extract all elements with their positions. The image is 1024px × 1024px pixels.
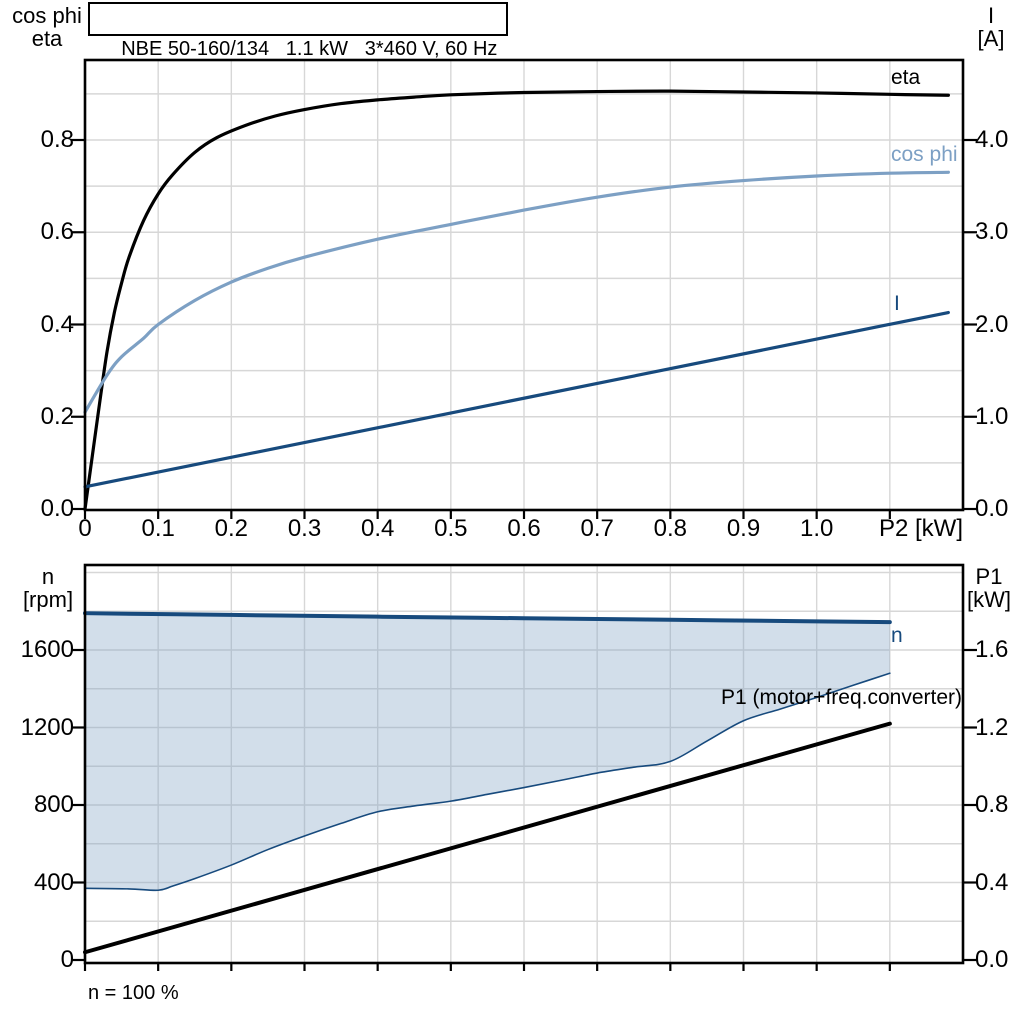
chart-title: NBE 50-160/134 1.1 kW 3*460 V, 60 Hz [121,38,498,60]
x-tick-label: 0.9 [726,515,761,542]
x-tick-label: 0.6 [507,515,541,542]
y-tick-label-left: 1600 [20,636,74,663]
x-tick-label: 0.2 [214,515,249,542]
x-tick-label: 0.4 [360,515,395,542]
y-tick-label-right: 0.0 [975,495,1009,522]
bottom-curve-min-speed-boundary [84,672,891,892]
top-curve-eta [83,89,950,511]
y-tick-label-left: 0.0 [40,495,74,522]
y-tick-label-left: 0.4 [40,310,74,338]
top-left-axis-header: cos phi eta [4,4,90,50]
top-curve-cos phi [83,170,950,414]
top-right-axis-header: I [A] [960,4,1022,50]
top-curve-I [83,310,950,489]
y-tick-label-left: 0.2 [40,402,74,430]
x-axis-unit-label: P2 [kW] [878,515,963,542]
y-tick-label-left: 1200 [20,713,74,741]
y-tick-label-left: 0.8 [40,126,74,153]
y-tick-label-right: 1.6 [975,636,1009,663]
y-tick-label-right: 1.2 [975,713,1009,741]
eta-curve-label: eta [891,66,921,89]
x-tick-label: 0.3 [287,515,322,542]
x-tick-label: 0.8 [653,515,688,542]
y-tick-label-right: 1.0 [975,402,1009,430]
speed-caption: n = 100 % [88,982,179,1004]
axis-header-speed: n [41,564,55,589]
axis-header-current-unit: [A] [977,26,1005,51]
y-tick-label-left: 0.6 [40,218,74,246]
axis-header-speed-unit: [rpm] [22,587,74,612]
bottom-curve-n [83,611,892,625]
axis-header-eta: eta [31,26,63,51]
x-tick-label: 0.1 [141,515,175,542]
x-tick-label: 0 [78,515,92,542]
p1-curve-label: P1 (motor+freq.converter) [720,686,962,709]
axis-header-current: I [987,3,995,28]
y-tick-label-left: 0 [60,946,74,973]
y-tick-label-right: 2.0 [975,310,1009,338]
y-tick-label-right: 4.0 [975,126,1009,153]
speed-curve-label: n [891,624,903,647]
x-tick-label: 0.7 [580,515,614,542]
x-tick-label: 0.5 [434,515,468,542]
axis-header-p1-unit: [kW] [967,587,1011,612]
chart-title-box: NBE 50-160/134 1.1 kW 3*460 V, 60 Hz [88,2,509,60]
duty-range-shaded-area [85,613,890,891]
bottom-right-axis-header: P1 [kW] [956,565,1022,611]
y-tick-label-right: 3.0 [975,218,1009,246]
bottom-curve-P1 (motor+freq.converter) [83,721,892,955]
y-tick-label-left: 800 [33,791,74,818]
current-curve-label: I [894,292,900,315]
y-tick-label-right: 0.0 [975,946,1009,973]
y-tick-label-right: 0.4 [975,868,1009,896]
x-tick-label: 1.0 [799,515,834,542]
y-tick-label-right: 0.8 [975,791,1009,818]
cos-phi-curve-label: cos phi [891,143,958,166]
axis-header-cos-phi: cos phi [12,3,82,28]
axis-header-p1: P1 [975,564,1003,589]
bottom-left-axis-header: n [rpm] [6,565,90,611]
y-tick-label-left: 400 [33,868,74,896]
